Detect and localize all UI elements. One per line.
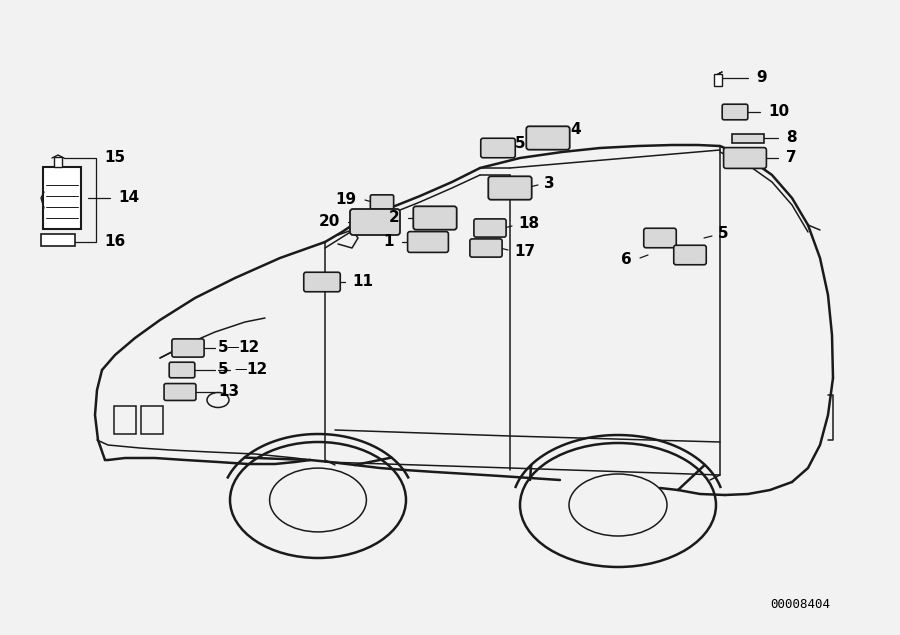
- FancyBboxPatch shape: [489, 177, 532, 199]
- FancyBboxPatch shape: [724, 147, 767, 168]
- FancyBboxPatch shape: [722, 104, 748, 120]
- Text: 5: 5: [718, 227, 729, 241]
- Text: 7: 7: [786, 150, 796, 166]
- Text: 11: 11: [352, 274, 373, 290]
- Text: 2: 2: [389, 210, 400, 225]
- Text: 5: 5: [515, 135, 526, 150]
- FancyBboxPatch shape: [644, 228, 676, 248]
- FancyBboxPatch shape: [481, 138, 515, 157]
- FancyBboxPatch shape: [350, 209, 400, 235]
- Bar: [141, 406, 163, 434]
- Text: 00008404: 00008404: [770, 599, 830, 612]
- Bar: [41, 234, 75, 246]
- Text: 1: 1: [383, 234, 394, 250]
- Text: 12: 12: [246, 363, 267, 377]
- Text: 5: 5: [218, 363, 229, 377]
- Bar: [732, 133, 764, 142]
- Text: 3: 3: [544, 175, 554, 190]
- FancyBboxPatch shape: [408, 232, 448, 252]
- Text: 10: 10: [768, 105, 789, 119]
- Text: 12: 12: [238, 340, 259, 356]
- Text: 14: 14: [118, 190, 140, 206]
- Text: 18: 18: [518, 217, 539, 232]
- Bar: [54, 157, 62, 167]
- Text: 8: 8: [786, 131, 796, 145]
- FancyBboxPatch shape: [371, 195, 393, 209]
- FancyBboxPatch shape: [413, 206, 456, 230]
- Text: 16: 16: [104, 234, 125, 250]
- Text: —: —: [226, 342, 239, 354]
- Text: 13: 13: [218, 385, 239, 399]
- FancyBboxPatch shape: [526, 126, 570, 150]
- Bar: [114, 406, 136, 434]
- Text: —: —: [234, 363, 247, 377]
- Text: 17: 17: [514, 244, 536, 260]
- FancyBboxPatch shape: [169, 362, 194, 378]
- FancyBboxPatch shape: [304, 272, 340, 291]
- FancyBboxPatch shape: [674, 245, 706, 265]
- FancyBboxPatch shape: [470, 239, 502, 257]
- FancyBboxPatch shape: [474, 219, 506, 237]
- Text: 6: 6: [621, 253, 632, 267]
- Text: 15: 15: [104, 150, 125, 166]
- Bar: [714, 74, 722, 86]
- Text: 4: 4: [570, 123, 580, 138]
- Text: 19: 19: [335, 192, 356, 208]
- FancyBboxPatch shape: [172, 339, 204, 357]
- FancyBboxPatch shape: [164, 384, 196, 401]
- Bar: [43, 167, 81, 229]
- Text: 9: 9: [756, 70, 767, 86]
- Text: 20: 20: [319, 215, 340, 229]
- Text: 5: 5: [218, 340, 229, 356]
